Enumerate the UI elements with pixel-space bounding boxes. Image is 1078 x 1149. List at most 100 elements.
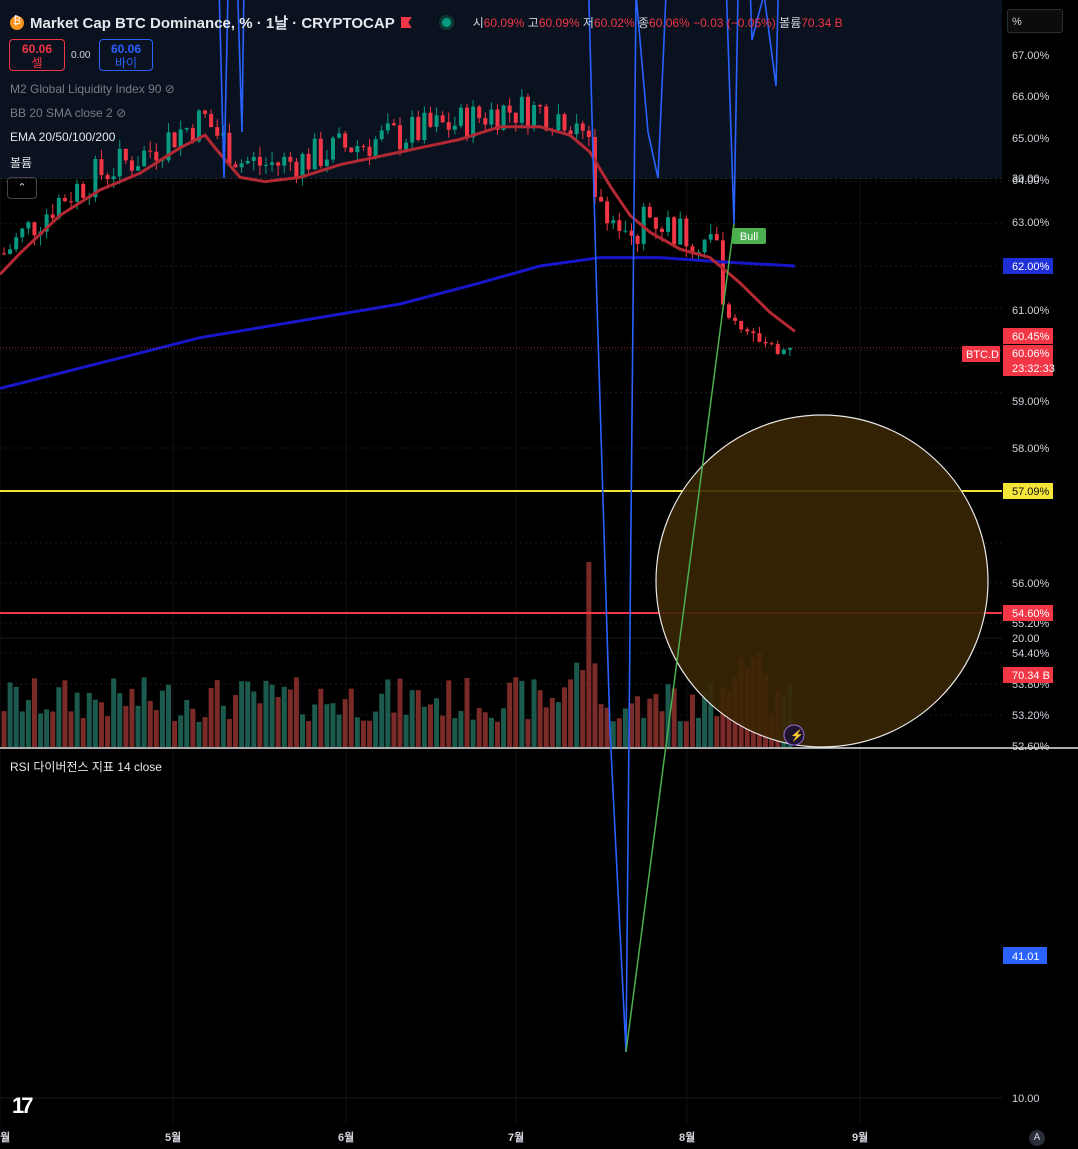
symbol-title[interactable]: Market Cap BTC Dominance, % · 1날 · CRYPT… xyxy=(30,15,395,32)
candle-body xyxy=(263,164,268,166)
buy-price: 60.06 xyxy=(110,42,142,56)
candle-body xyxy=(203,110,208,114)
volume-bar xyxy=(226,718,232,747)
volume-bar xyxy=(287,689,293,747)
volume-bar xyxy=(13,686,19,747)
flash-icon-glyph: ⚡ xyxy=(790,729,804,742)
flash-alert-icon[interactable]: ⚡ xyxy=(783,724,805,746)
candle-body xyxy=(501,105,506,130)
volume-bar xyxy=(519,680,525,747)
price-tick: 54.40% xyxy=(1012,648,1050,660)
auto-scale-button[interactable]: A xyxy=(1029,1130,1045,1146)
candlesticks[interactable] xyxy=(2,88,792,357)
volume-bar xyxy=(245,681,251,747)
volume-bar xyxy=(543,707,549,747)
price-tick: 61.00% xyxy=(1012,305,1050,317)
market-status-icon[interactable] xyxy=(441,18,451,27)
candle-body xyxy=(300,153,305,179)
candle-body xyxy=(666,217,671,232)
volume-bar xyxy=(129,688,135,747)
price-axis[interactable]: 67.00% 66.00% 65.00% 64.00% 63.00% 62.00% 61.0… xyxy=(1012,50,1050,753)
volume-bar xyxy=(702,690,708,747)
volume-bar xyxy=(233,694,239,747)
volume-bar xyxy=(367,720,373,747)
sell-button[interactable]: 60.06 셀 xyxy=(9,39,65,71)
candle-body xyxy=(105,175,110,180)
volume-bar xyxy=(647,698,653,747)
time-axis[interactable]: 4월 5월 6월 7월 8월 9월 xyxy=(0,1130,868,1144)
candle-body xyxy=(458,107,463,126)
volume-bar xyxy=(537,690,543,747)
candle-body xyxy=(477,106,482,119)
volume-bar xyxy=(635,696,641,747)
indicator-bb[interactable]: BB 20 SMA close 2 ⊘ xyxy=(10,106,126,120)
volume-bar xyxy=(653,693,659,747)
collapse-indicators-button[interactable]: ⌃ xyxy=(7,177,37,199)
volume-bar xyxy=(147,700,153,747)
candle-body xyxy=(471,106,476,138)
indicator-rsi[interactable]: RSI 다이버전스 지표 14 close xyxy=(10,760,162,774)
candle-body xyxy=(672,217,677,245)
indicator-m2[interactable]: M2 Global Liquidity Index 90 ⊘ xyxy=(10,82,175,96)
candle-body xyxy=(562,114,567,131)
candle-body xyxy=(465,107,470,138)
candle-body xyxy=(349,147,354,153)
volume-bar xyxy=(62,680,68,747)
time-tick: 6월 xyxy=(338,1130,354,1144)
candle-body xyxy=(391,123,396,126)
candle-body xyxy=(623,230,628,232)
candle-body xyxy=(227,132,232,165)
symbol-tag: BTC.D xyxy=(966,349,999,361)
buy-button[interactable]: 60.06 바이 xyxy=(99,39,153,71)
volume-bar xyxy=(153,710,159,747)
candle-body xyxy=(69,201,74,203)
rsi-axis[interactable]: 80.0070.0060.0050.0040.0030.0020.0010.00… xyxy=(1003,0,1047,1105)
candle-body xyxy=(288,156,293,162)
divergence-labels: BearBearBull xyxy=(732,228,766,244)
volume-bar xyxy=(98,702,104,747)
candle-body xyxy=(739,320,744,330)
volume-bar xyxy=(415,690,421,747)
volume-bar xyxy=(342,699,348,747)
candle-body xyxy=(684,218,689,247)
candle-body xyxy=(233,164,238,168)
volume-bar xyxy=(190,708,196,747)
scale-mode-selector[interactable]: % xyxy=(1007,9,1063,33)
candle-body xyxy=(294,161,299,179)
candle-body xyxy=(385,123,390,131)
ema-long-line xyxy=(0,256,796,390)
indicator-volume[interactable]: 볼륨 xyxy=(10,156,33,170)
sell-price: 60.06 xyxy=(21,42,53,56)
candle-body xyxy=(337,133,342,138)
candle-body xyxy=(75,183,80,202)
candle-body xyxy=(556,114,561,131)
candle-body xyxy=(343,133,348,148)
price-label-bg xyxy=(1003,328,1053,344)
volume-bar xyxy=(178,715,184,747)
candle-body xyxy=(245,160,250,164)
price-tick: 66.00% xyxy=(1012,91,1050,103)
price-label: 70.34 B xyxy=(1012,670,1050,682)
rsi-tick: 10.00 xyxy=(1012,1093,1040,1105)
highlight-circle[interactable] xyxy=(655,414,989,748)
volume-bar xyxy=(604,707,610,747)
hidden-eye-icon[interactable]: ⊘ xyxy=(164,82,175,96)
candle-body xyxy=(422,112,427,141)
price-label-bg xyxy=(1003,483,1053,499)
candle-body xyxy=(635,235,640,244)
volume-bar xyxy=(336,714,342,747)
volume-bar xyxy=(494,721,500,747)
rsi-current-bg xyxy=(1003,947,1047,964)
volume-bar xyxy=(580,670,586,747)
indicator-ema[interactable]: EMA 20/50/100/200 xyxy=(10,130,116,144)
volume-bar xyxy=(159,690,165,747)
tradingview-logo[interactable]: 17 xyxy=(12,1093,34,1118)
hidden-eye-icon[interactable]: ⊘ xyxy=(116,106,127,120)
candle-body xyxy=(690,246,695,255)
candle-body xyxy=(452,125,457,130)
volume-bar xyxy=(208,687,214,747)
candle-body xyxy=(428,112,433,127)
candle-body xyxy=(276,162,281,166)
flag-icon[interactable] xyxy=(400,17,412,28)
